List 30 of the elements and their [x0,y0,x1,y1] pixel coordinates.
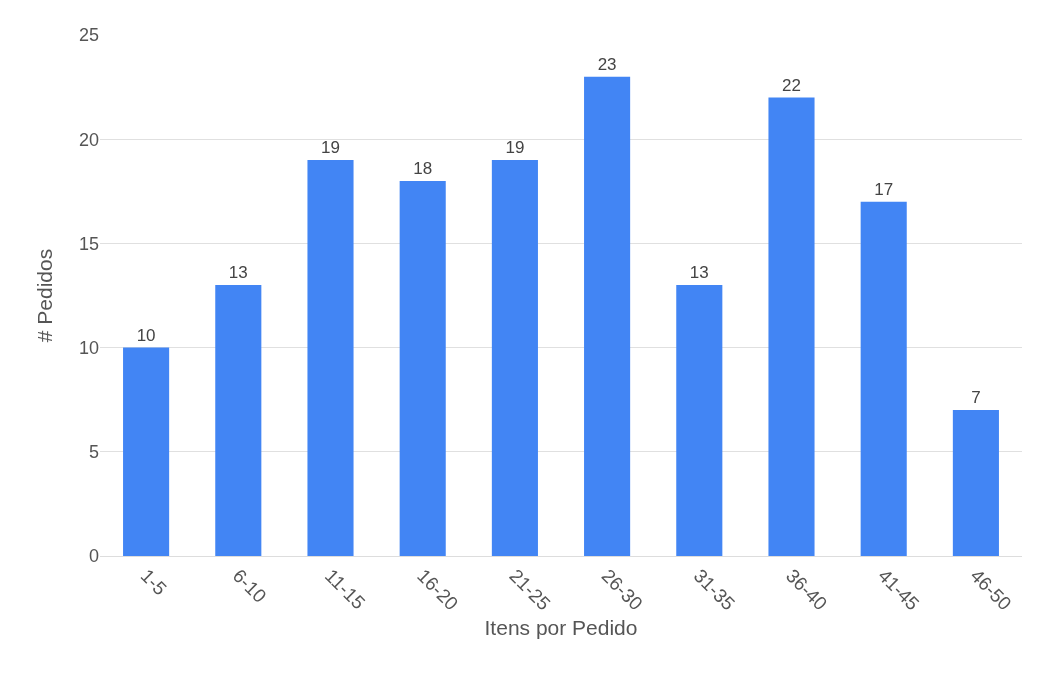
data-label: 19 [321,138,340,158]
y-tick-label: 5 [88,442,99,463]
bar [123,347,170,556]
data-label: 17 [874,179,894,199]
data-label: 22 [782,75,801,95]
data-label: 13 [689,263,709,283]
bar [584,76,631,556]
data-label: 10 [136,325,156,345]
data-label: 19 [505,138,525,158]
y-tick-label: 15 [78,233,99,254]
bar [860,201,907,556]
data-label: 23 [597,54,617,74]
x-tick-label: 1-5 [136,565,171,600]
bar [768,97,815,556]
y-tick-label: 25 [78,25,99,46]
y-tick-label: 20 [78,129,99,150]
bar [676,285,723,556]
data-label: 13 [228,263,248,283]
y-tick-label: 0 [88,546,99,567]
data-label: 7 [971,388,981,408]
bar [399,180,446,556]
bar [215,285,262,556]
x-axis-title: Itens por Pedido [484,616,638,640]
x-tick-label: 6-10 [228,565,271,607]
y-axis-title: # Pedidos [33,248,57,343]
bar [952,410,999,556]
data-label: 18 [413,158,433,178]
bar [491,160,538,556]
y-tick-label: 10 [78,337,99,358]
bar [307,160,354,556]
